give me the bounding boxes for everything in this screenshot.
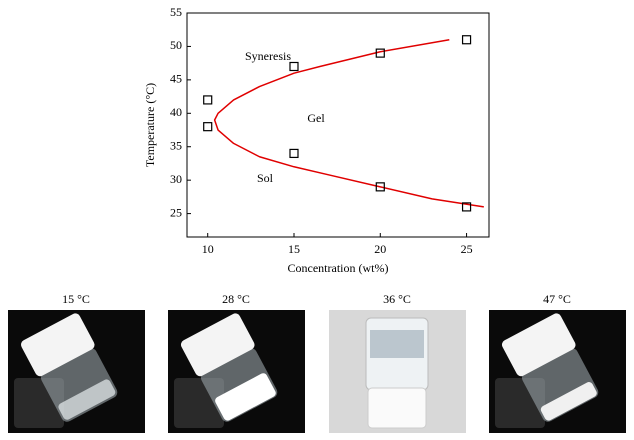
x-tick-label: 25 <box>461 242 473 256</box>
data-point <box>375 48 385 58</box>
photo-label: 28 °C <box>222 292 250 306</box>
annotation: Gel <box>307 111 325 125</box>
data-point <box>375 182 385 192</box>
annotation: Sol <box>257 171 274 185</box>
photo <box>168 310 305 433</box>
data-point <box>461 202 472 212</box>
annotation: Syneresis <box>245 49 291 63</box>
photo <box>8 310 145 433</box>
x-tick-label: 20 <box>374 242 386 256</box>
y-tick-label: 45 <box>170 72 182 86</box>
y-tick-label: 40 <box>170 105 182 119</box>
data-point <box>289 61 299 72</box>
fit-curve <box>213 39 484 208</box>
photo-label: 47 °C <box>543 292 571 306</box>
photo-label: 36 °C <box>383 292 411 306</box>
y-tick-label: 55 <box>170 5 182 19</box>
data-point <box>289 148 299 159</box>
y-tick-label: 35 <box>170 138 182 152</box>
plot-frame <box>186 12 490 238</box>
data-point <box>203 122 213 132</box>
y-tick-label: 25 <box>170 205 182 219</box>
photo <box>489 310 626 433</box>
y-tick-label: 30 <box>170 172 182 186</box>
x-tick-label: 15 <box>288 242 300 256</box>
y-axis-label: Temperature (°C) <box>143 83 157 167</box>
data-point <box>203 95 213 105</box>
photo-label: 15 °C <box>62 292 90 306</box>
photo <box>329 310 466 433</box>
y-tick-label: 50 <box>170 38 182 52</box>
data-point <box>461 35 472 45</box>
x-tick-label: 10 <box>202 242 214 256</box>
x-axis-label: Concentration (wt%) <box>288 261 389 275</box>
